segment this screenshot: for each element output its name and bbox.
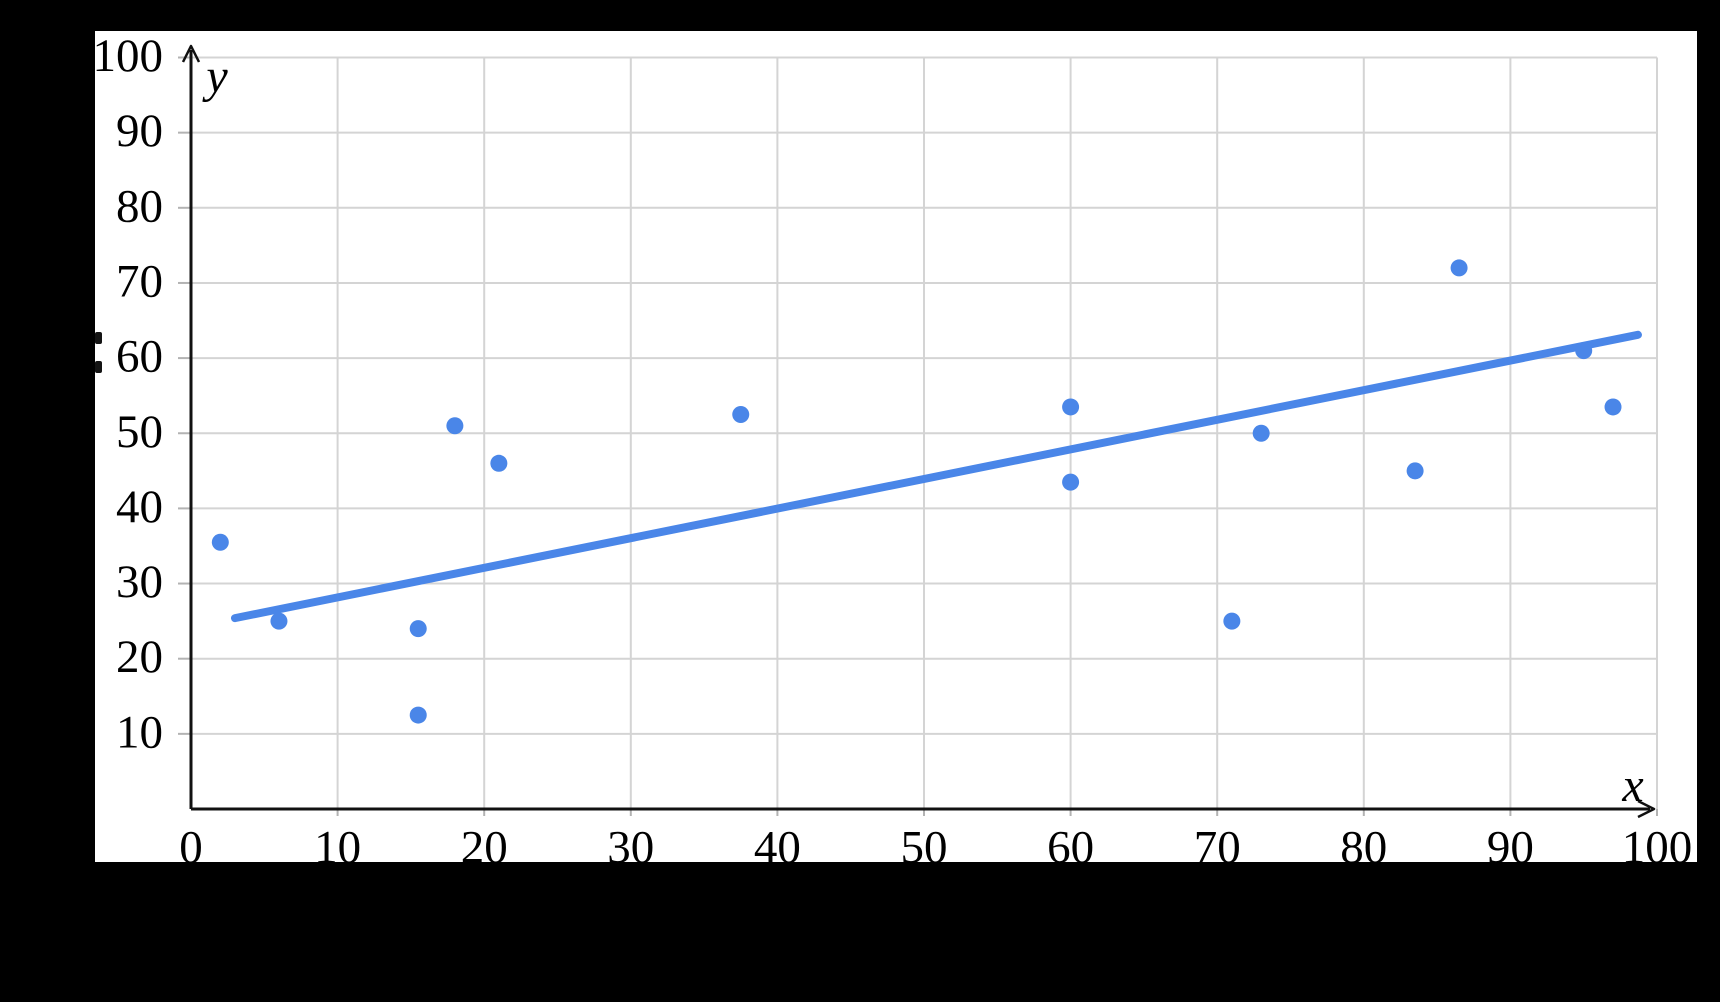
x-tick-label: 50 (901, 822, 948, 874)
data-point (1575, 342, 1593, 360)
y-tick-label: 80 (116, 180, 163, 232)
data-point (1062, 473, 1080, 491)
x-tick-label: 90 (1487, 822, 1534, 874)
data-point (409, 706, 427, 724)
y-tick-label: 30 (116, 556, 163, 608)
x-tick-label: 70 (1194, 822, 1241, 874)
data-point (1062, 398, 1080, 416)
data-point (1223, 612, 1241, 630)
x-tick-label: 20 (461, 822, 508, 874)
y-tick-label: 90 (116, 105, 163, 157)
x-tick-label: 100 (1622, 822, 1693, 874)
plot-background (95, 31, 1697, 862)
y-tick-label: 10 (116, 706, 163, 758)
data-point (270, 612, 288, 630)
data-point (490, 454, 508, 472)
data-point (1604, 398, 1622, 416)
data-point (1252, 424, 1270, 442)
data-point (1406, 462, 1424, 480)
data-point (446, 417, 464, 435)
x-tick-label: 10 (314, 822, 361, 874)
y-tick-label: 40 (116, 481, 163, 533)
clipped-glyph-fragment (95, 361, 102, 373)
x-tick-label: 0 (179, 822, 203, 874)
data-point (409, 620, 427, 638)
y-tick-label: 50 (116, 406, 163, 458)
y-axis-arrow (181, 44, 201, 63)
y-axis-label: y (206, 50, 228, 103)
x-tick-label: 60 (1047, 822, 1094, 874)
y-tick-label: 20 (116, 631, 163, 683)
data-point (732, 405, 750, 423)
x-tick-label: 80 (1340, 822, 1387, 874)
x-tick-label: 30 (607, 822, 654, 874)
trend-line (230, 330, 1642, 623)
y-tick-label: 60 (116, 331, 163, 383)
y-tick-label: 100 (93, 30, 164, 82)
x-tick-label: 40 (754, 822, 801, 874)
y-tick-label: 70 (116, 255, 163, 307)
x-axis-arrow (1637, 799, 1656, 819)
x-axis-label: x (1622, 759, 1644, 812)
data-point (211, 533, 229, 551)
data-point (1450, 259, 1468, 277)
clipped-glyph-fragment (95, 332, 102, 344)
